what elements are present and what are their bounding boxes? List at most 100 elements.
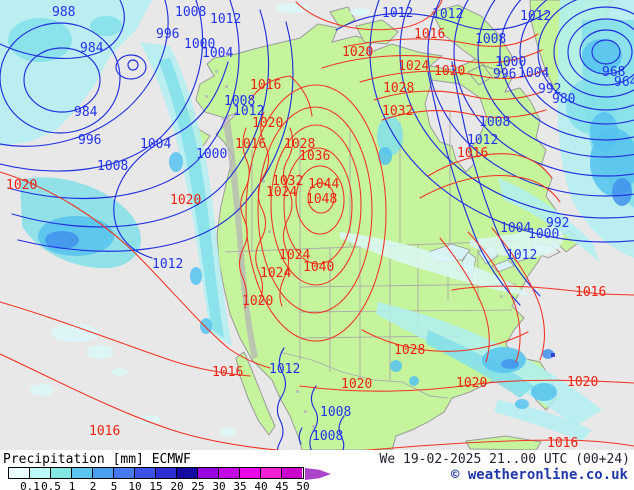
colorbar-segment xyxy=(261,468,282,478)
contour-label: 1008 xyxy=(224,94,255,109)
contour-label: 1020 xyxy=(341,377,372,392)
contour-label: 1016 xyxy=(575,285,606,300)
contour-label: 1008 xyxy=(475,32,506,47)
contour-label: 1024 xyxy=(260,266,291,281)
colorbar-tick: 45 xyxy=(275,480,289,490)
baja-california xyxy=(235,351,276,436)
contour-label: 1020 xyxy=(170,193,201,208)
contour-label: 1016 xyxy=(457,146,488,161)
contour-label: 1028 xyxy=(284,137,315,152)
contour-label: 1024 xyxy=(266,185,297,200)
contour-label: 980 xyxy=(552,92,575,107)
contour-label: 1016 xyxy=(250,78,281,93)
contour-label: 1032 xyxy=(272,174,303,189)
contour-label: 1016 xyxy=(89,424,120,439)
contour-label: 984 xyxy=(74,105,98,120)
contour-label: 1020 xyxy=(342,45,373,60)
contour-label: 1000 xyxy=(196,147,227,162)
colorbar-segment xyxy=(9,468,30,478)
colorbar-segment xyxy=(240,468,261,478)
colorbar-segment xyxy=(156,468,177,478)
contour-label: 1040 xyxy=(303,260,334,275)
contour-label: 1004 xyxy=(500,221,531,236)
colorbar-tick: 2 xyxy=(89,480,97,490)
colorbar-tick: 1 xyxy=(68,480,76,490)
colorbar-tick: 40 xyxy=(254,480,268,490)
contour-label: 1012 xyxy=(506,248,537,263)
contour-label: 1020 xyxy=(456,376,487,391)
legend-bar: Precipitation [mm] ECMWF We 19-02-2025 2… xyxy=(0,450,634,490)
contour-label: 1012 xyxy=(269,362,300,377)
colorbar-segment xyxy=(30,468,51,478)
contour-label: 1008 xyxy=(175,5,206,20)
contour-label: 1012 xyxy=(210,12,241,27)
colorbar-tick: 20 xyxy=(170,480,184,490)
contour-label: 1000 xyxy=(184,37,215,52)
colorbar-tick: 10 xyxy=(128,480,142,490)
lake-erie xyxy=(491,259,515,273)
contour-label: 988 xyxy=(52,5,75,20)
hudson-bay xyxy=(424,79,488,173)
precipitation-layer xyxy=(0,0,634,441)
weather-map: 988 984 984 996 996 1000 1000 1004 1004 1008 1008 1… xyxy=(0,0,634,450)
colorbar-segment xyxy=(114,468,135,478)
contour-label: 1044 xyxy=(308,177,339,192)
banks-island xyxy=(329,6,356,29)
contour-label: 996 xyxy=(78,133,101,148)
colorbar-tick: 25 xyxy=(191,480,205,490)
contour-label: 1016 xyxy=(235,137,266,152)
contour-label: 1012 xyxy=(520,9,551,24)
forecast-datetime: We 19-02-2025 21..00 UTC (00+24) xyxy=(379,452,630,467)
victoria-island xyxy=(355,19,399,45)
contour-label: 1008 xyxy=(312,429,343,444)
colorbar-segment xyxy=(177,468,198,478)
contour-label: 1004 xyxy=(518,66,549,81)
contour-label: 984 xyxy=(80,41,104,56)
map-canvas: 9889849849969961000100010041004100810081… xyxy=(0,0,634,450)
contour-label: 1020 xyxy=(242,294,273,309)
contour-label: 1020 xyxy=(6,178,37,193)
contour-label: 1036 xyxy=(299,149,330,164)
contour-label: 1008 xyxy=(320,405,351,420)
contour-label: 1028 xyxy=(394,343,425,358)
contour-labels-layer: 9889849849969961000100010041004100810081… xyxy=(6,5,634,450)
contour-label: 1020 xyxy=(567,375,598,390)
contour-label: 968 xyxy=(602,65,625,80)
contour-label: 1012 xyxy=(382,6,413,21)
precip-trace xyxy=(30,3,564,436)
colorbar-segment xyxy=(135,468,156,478)
contour-label: 1032 xyxy=(382,104,413,119)
contour-label: 1020 xyxy=(252,116,283,131)
contour-label: 1016 xyxy=(414,27,445,42)
colorbar-tick: 15 xyxy=(149,480,163,490)
colorbar-segment xyxy=(198,468,219,478)
contour-label: 992 xyxy=(538,82,561,97)
colorbar-segment xyxy=(51,468,72,478)
contour-label: 1028 xyxy=(383,81,414,96)
precip-colorbar: 0.1 0.5 1 2 5 10 15 20 25 30 35 40 45 50 xyxy=(8,467,358,490)
contour-label: 1004 xyxy=(202,46,233,61)
colorbar-segment xyxy=(72,468,93,478)
precip-extreme xyxy=(551,353,555,357)
copyright-link[interactable]: © weatheronline.co.uk xyxy=(450,467,628,483)
contour-label: 1012 xyxy=(233,104,264,119)
colorbar-tick: 50 xyxy=(296,480,310,490)
contour-label: 996 xyxy=(493,67,516,82)
contour-label: 996 xyxy=(156,27,179,42)
isobars-high xyxy=(0,0,634,450)
cuba xyxy=(465,435,542,450)
contour-label: 1024 xyxy=(279,248,310,263)
contour-label: 964 xyxy=(614,75,634,90)
colorbar-segment xyxy=(282,468,302,478)
colorbar-arrow xyxy=(305,468,331,480)
contour-label: 1000 xyxy=(495,55,526,70)
colorbar-tick: 35 xyxy=(233,480,247,490)
contour-label: 992 xyxy=(546,216,569,231)
isobars-low xyxy=(0,0,634,450)
colorbar-segment xyxy=(93,468,114,478)
colorbar-segment xyxy=(219,468,240,478)
contour-label: 1012 xyxy=(432,7,463,22)
contour-label: 1012 xyxy=(467,133,498,148)
contour-label: 1016 xyxy=(212,365,243,380)
